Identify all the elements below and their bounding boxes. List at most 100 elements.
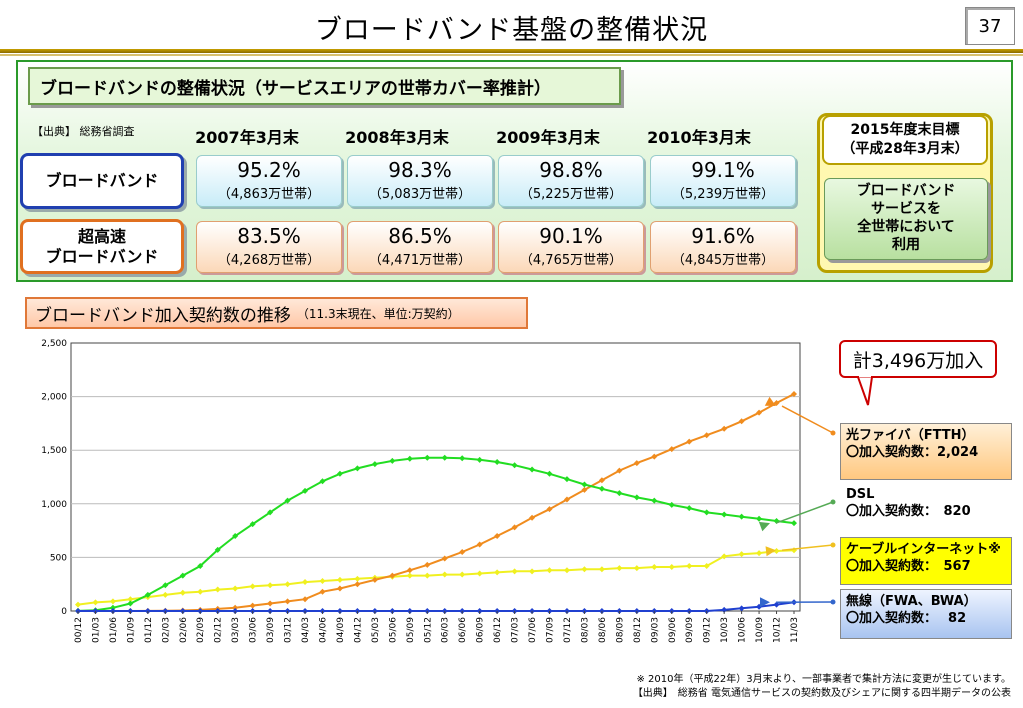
series-line (77, 456, 795, 612)
data-point (214, 608, 221, 614)
x-tick-label: 03/12 (284, 617, 294, 643)
data-point (336, 585, 343, 592)
row-label-broadband: ブロードバンド (20, 153, 184, 209)
data-point (511, 568, 518, 575)
coverage-cell: 90.1% （4,765万世帯） (498, 221, 644, 273)
goal-heading: 2015年度末目標 （平成28年3月末） (822, 115, 988, 165)
coverage-cell: 98.3% （5,083万世帯） (347, 155, 493, 207)
data-point (563, 496, 570, 503)
data-point (756, 550, 763, 557)
x-tick-label: 04/03 (301, 617, 311, 643)
plot-area (70, 342, 801, 612)
x-tick-label: 09/09 (685, 617, 695, 643)
x-tick-label: 02/09 (196, 617, 206, 643)
data-point (529, 568, 536, 575)
data-point (336, 608, 343, 614)
data-point (494, 532, 501, 539)
coverage-cell: 91.6% （4,845万世帯） (650, 221, 796, 273)
x-tick-label: 09/12 (703, 617, 713, 643)
x-tick-label: 05/12 (423, 617, 433, 643)
data-point (75, 607, 81, 614)
data-point (354, 575, 361, 582)
data-point (109, 598, 116, 605)
data-point (284, 608, 291, 614)
data-point (179, 607, 186, 614)
legend-connector (764, 396, 836, 436)
footnote-source: 【出典】 総務省 電気通信サービスの契約数及びシェアに関する四半期データの公表 (632, 688, 1011, 699)
legend-connector (759, 597, 836, 608)
x-tick-label: 07/09 (546, 617, 556, 643)
data-point (791, 599, 797, 606)
data-point (319, 577, 326, 584)
data-point (546, 506, 553, 513)
data-point (616, 565, 623, 572)
legend-name: ケーブルインターネット※ (846, 542, 1001, 557)
x-tick-label: 11/03 (790, 617, 800, 643)
data-point (721, 606, 728, 613)
data-point (546, 567, 553, 574)
data-point (546, 608, 553, 614)
data-point (249, 583, 256, 590)
data-point (703, 608, 710, 614)
goal-body: ブロードバンド サービスを 全世帯において 利用 (824, 178, 988, 260)
data-point (424, 561, 431, 568)
coverage-pct: 86.5% (388, 224, 452, 248)
data-point (179, 572, 186, 579)
data-point (92, 607, 99, 614)
goal-body-line: 利用 (892, 237, 920, 253)
data-point (686, 608, 693, 614)
data-point (92, 599, 99, 606)
data-point (651, 564, 658, 571)
series-2 (75, 547, 797, 608)
data-point (756, 409, 763, 416)
x-tick-label: 08/03 (580, 617, 590, 643)
x-tick-label: 09/03 (650, 617, 660, 643)
legend-dsl: DSL 〇加入契約数： 820 (840, 482, 1012, 532)
coverage-households: （5,225万世帯） (519, 187, 623, 202)
data-point (109, 604, 116, 611)
x-tick-label: 08/12 (633, 617, 643, 643)
goal-body-line: ブロードバンド (856, 183, 956, 199)
x-tick-label: 09/06 (668, 617, 678, 643)
data-point (267, 582, 274, 589)
data-point (424, 454, 431, 461)
year-header: 2010年3月末 (647, 128, 751, 147)
data-point (302, 608, 309, 614)
data-point (668, 446, 675, 453)
data-point (144, 607, 151, 614)
data-point (144, 591, 151, 598)
data-point (144, 594, 151, 601)
legend-name: 光ファイバ（FTTH） (846, 428, 975, 443)
data-point (267, 600, 274, 607)
coverage-households: （4,268万世帯） (217, 253, 321, 268)
data-point (668, 564, 675, 571)
row-label-line: 超高速 (77, 226, 126, 246)
data-point (476, 570, 483, 577)
data-point (476, 456, 483, 463)
data-point (773, 400, 780, 407)
data-point (721, 511, 728, 518)
data-point (162, 608, 169, 614)
data-point (267, 509, 274, 516)
x-tick-label: 01/09 (126, 617, 136, 643)
data-point (738, 513, 745, 520)
title-rule (0, 49, 1023, 53)
data-point (459, 455, 466, 462)
data-point (459, 571, 466, 578)
data-point (162, 582, 169, 589)
x-tick-label: 06/06 (458, 617, 468, 643)
data-point (371, 608, 378, 614)
data-point (75, 601, 81, 608)
data-point (651, 497, 658, 504)
data-point (616, 490, 623, 497)
goal-heading-line: （平成28年3月末） (841, 141, 969, 157)
data-point (703, 562, 710, 569)
data-point (459, 549, 466, 556)
data-point (529, 466, 536, 473)
data-point (319, 588, 326, 595)
data-point (616, 608, 623, 614)
data-point (511, 524, 518, 531)
data-point (494, 608, 501, 614)
data-point (214, 605, 221, 612)
data-point (686, 562, 693, 569)
